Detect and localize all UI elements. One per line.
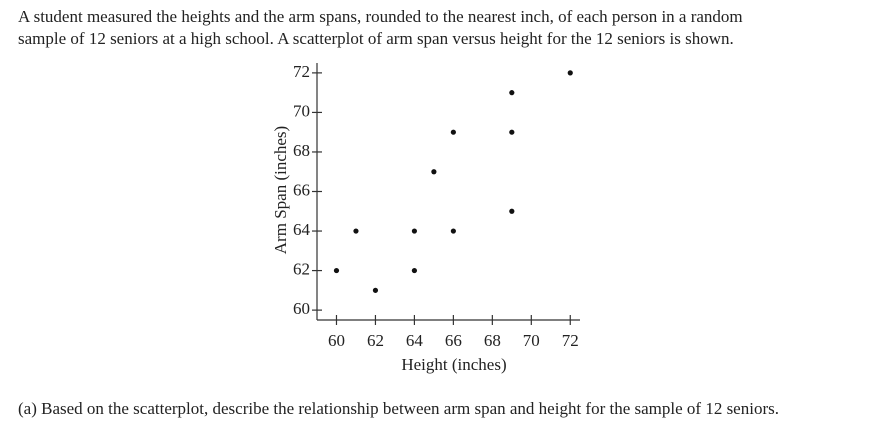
y-tick-label: 66	[293, 180, 310, 199]
point	[431, 169, 437, 175]
point	[372, 287, 379, 293]
point	[450, 228, 456, 234]
y-axis-label: Arm Span (inches)	[271, 126, 290, 254]
y-tick-label: 64	[293, 220, 311, 239]
point	[509, 208, 515, 214]
point	[509, 129, 515, 135]
question: (a) Based on the scatterplot, describe t…	[18, 399, 779, 418]
y-tick-label: 70	[293, 101, 310, 120]
intro-line: A student measured the heights and the a…	[18, 7, 743, 26]
x-tick-label: 62	[367, 331, 384, 350]
point	[411, 228, 418, 234]
x-tick-label: 70	[523, 331, 540, 350]
x-tick-label: 64	[406, 331, 424, 350]
y-tick-label: 60	[293, 299, 310, 318]
point	[333, 267, 340, 274]
point	[353, 228, 359, 234]
y-tick-label: 68	[293, 141, 310, 160]
intro-line: sample of 12 seniors at a high school. A…	[18, 29, 734, 48]
point	[509, 90, 515, 96]
y-tick-label: 62	[293, 259, 310, 278]
y-tick-label: 72	[293, 62, 310, 81]
x-tick-label: 68	[484, 331, 501, 350]
x-tick-label: 72	[562, 331, 579, 350]
point	[411, 267, 418, 274]
x-tick-label: 66	[445, 331, 462, 350]
x-axis-label: Height (inches)	[401, 355, 506, 374]
point	[567, 70, 573, 76]
x-tick-label: 60	[328, 331, 345, 350]
point	[450, 129, 456, 135]
